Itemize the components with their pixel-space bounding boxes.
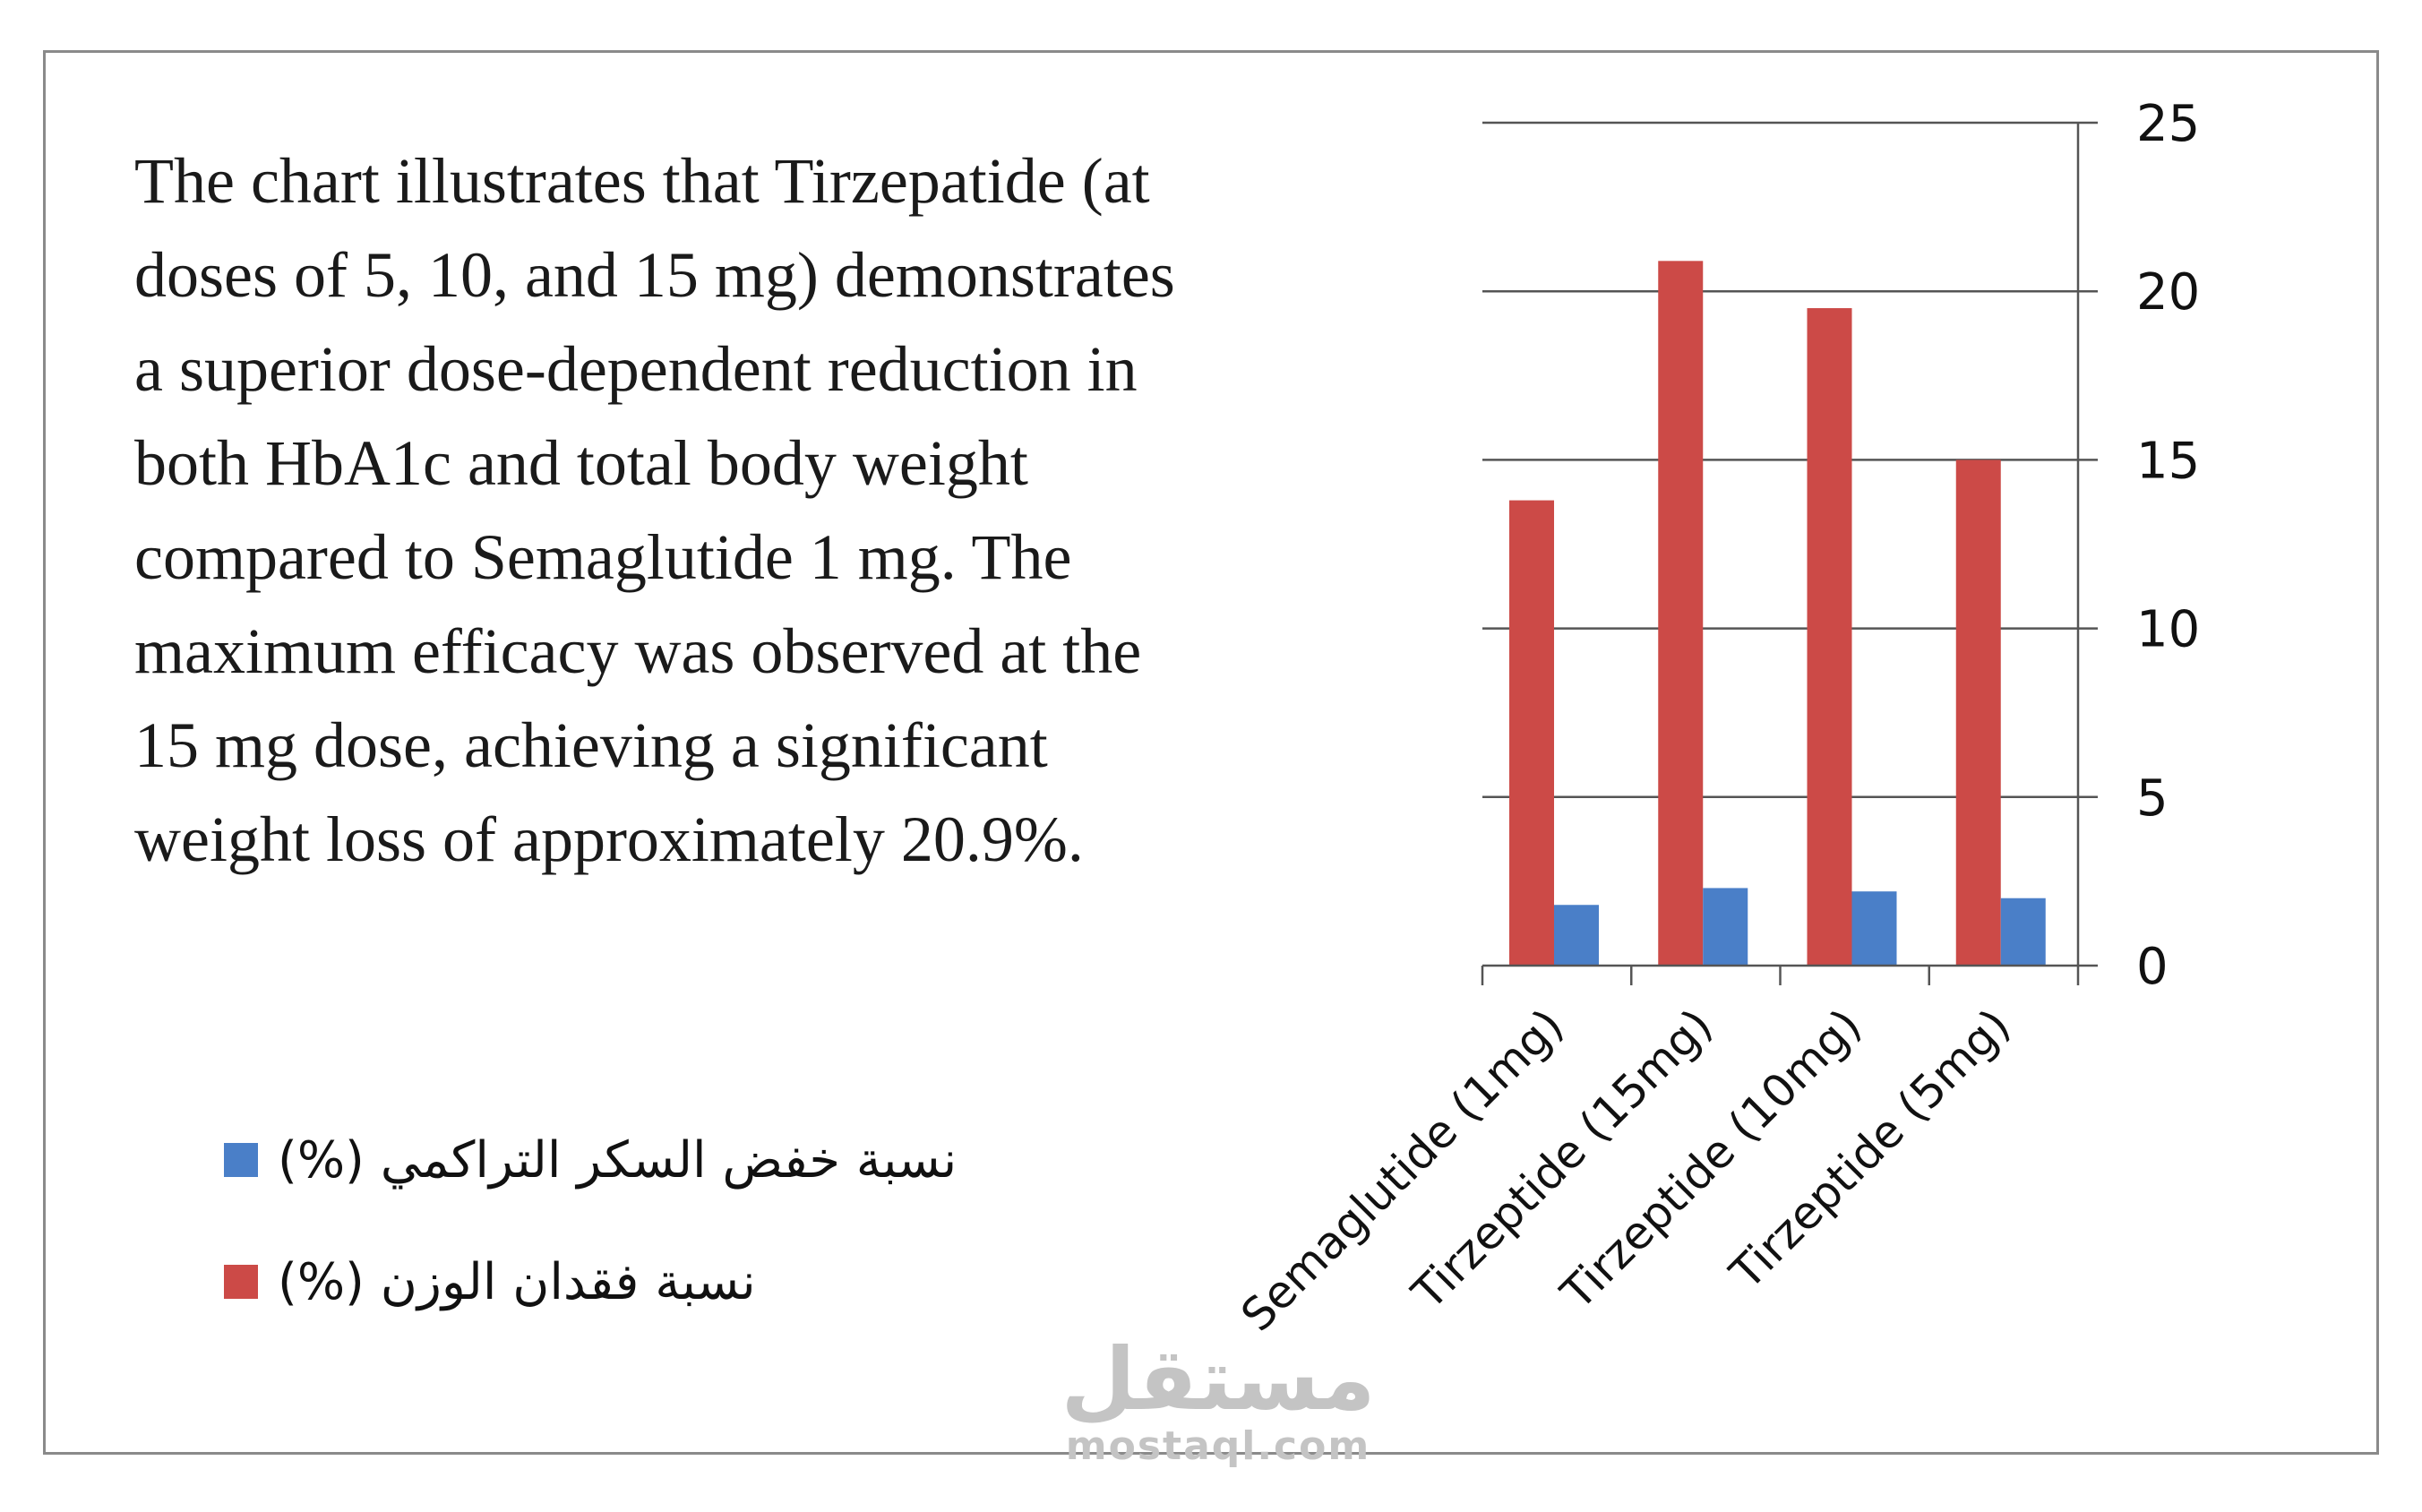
legend-item-hba1c: نسبة خفض السكر التراكمي (%) xyxy=(224,1124,957,1196)
legend-label-hba1c: نسبة خفض السكر التراكمي (%) xyxy=(278,1130,958,1190)
legend-label-weight: نسبة فقدان الوزن (%) xyxy=(278,1252,756,1311)
legend-swatch-hba1c xyxy=(224,1143,258,1177)
bar-weight-2 xyxy=(1807,308,1852,966)
bar-weight-1 xyxy=(1658,261,1704,966)
y-tick-label-10: 10 xyxy=(2136,601,2200,659)
bar-hba1c-0 xyxy=(1554,905,1599,966)
watermark: مستقل mostaql.com xyxy=(1057,1335,1379,1469)
x-tick-label-3: Tirzeptide (5mg) xyxy=(1720,999,2020,1299)
y-tick-label-0: 0 xyxy=(2136,938,2169,996)
y-tick-label-15: 15 xyxy=(2136,432,2200,490)
watermark-site: mostaql.com xyxy=(1065,1423,1371,1469)
y-tick-label-25: 25 xyxy=(2136,95,2200,153)
bar-weight-0 xyxy=(1509,500,1554,966)
description-text: The chart illustrates that Tirzepatide (… xyxy=(134,145,1175,875)
bar-hba1c-2 xyxy=(1851,891,1897,966)
bar-hba1c-3 xyxy=(2000,898,2046,966)
y-tick-label-20: 20 xyxy=(2136,263,2200,322)
y-tick-label-5: 5 xyxy=(2136,769,2169,828)
legend: نسبة خفض السكر التراكمي (%) نسبة فقدان ا… xyxy=(224,1124,957,1368)
legend-item-weight: نسبة فقدان الوزن (%) xyxy=(224,1246,957,1318)
bar-hba1c-1 xyxy=(1703,888,1748,966)
bar-weight-3 xyxy=(1955,460,2001,966)
watermark-logo: مستقل xyxy=(1061,1329,1376,1430)
chart-frame xyxy=(43,50,2379,1455)
legend-swatch-weight xyxy=(224,1265,258,1299)
